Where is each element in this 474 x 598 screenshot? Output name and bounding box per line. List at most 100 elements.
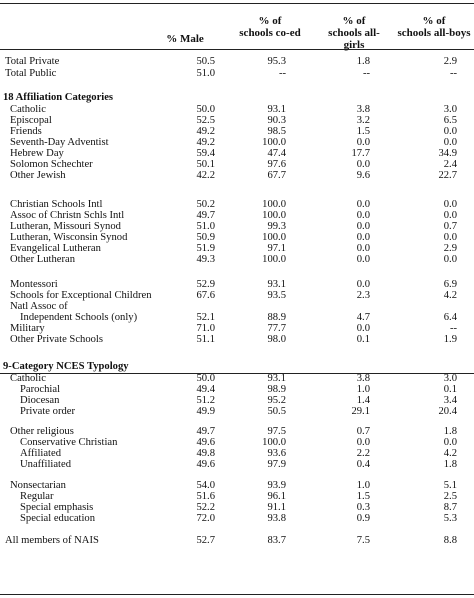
pct-boys-cell: 2.5 <box>443 491 457 502</box>
table-row: Friends 49.2 98.5 1.5 0.0 <box>0 126 474 137</box>
table-row: Seventh-Day Adventist 49.2 100.0 0.0 0.0 <box>0 137 474 148</box>
pct-boys-cell: 5.3 <box>443 513 457 524</box>
table-row: Other Lutheran 49.3 100.0 0.0 0.0 <box>0 254 474 265</box>
pct-boys-cell: -- <box>449 323 457 334</box>
pct-male-cell: 51.9 <box>196 243 215 254</box>
pct-male-cell: 49.2 <box>196 126 215 137</box>
pct-boys-cell: 1.9 <box>443 334 457 345</box>
header-boys-line2: schools all-boys <box>397 27 471 39</box>
pct-male-cell: 51.0 <box>196 68 215 79</box>
row-label: Military <box>10 323 45 334</box>
table-row: Parochial 49.4 98.9 1.0 0.1 <box>0 384 474 395</box>
pct-girls-cell: 1.0 <box>356 384 370 395</box>
pct-male-cell: 72.0 <box>196 513 215 524</box>
pct-coed-cell: 93.1 <box>267 104 286 115</box>
pct-male-cell: 49.9 <box>196 406 215 417</box>
pct-girls-cell: 1.8 <box>356 56 370 67</box>
header-coed-line1: % of <box>258 15 282 27</box>
table-row: Solomon Schechter 50.1 97.6 0.0 2.4 <box>0 159 474 170</box>
table-row: Nonsectarian 54.0 93.9 1.0 5.1 <box>0 480 474 491</box>
pct-male-cell: 49.4 <box>196 384 215 395</box>
pct-male-cell: 49.8 <box>196 448 215 459</box>
pct-boys-cell: 0.0 <box>443 126 457 137</box>
header-rule <box>0 49 474 50</box>
pct-boys-cell: 4.2 <box>443 448 457 459</box>
pct-girls-cell: 1.0 <box>356 480 370 491</box>
pct-coed-cell: 77.7 <box>267 323 286 334</box>
pct-male-cell: 49.2 <box>196 137 215 148</box>
header-male: % Male <box>150 33 220 45</box>
pct-male-cell: 51.0 <box>196 221 215 232</box>
pct-girls-cell: 3.2 <box>356 115 370 126</box>
pct-coed-cell: 100.0 <box>262 199 286 210</box>
row-label: Schools for Exceptional Children <box>10 290 152 301</box>
row-label: Lutheran, Missouri Synod <box>10 221 121 232</box>
pct-girls-cell: 29.1 <box>351 406 370 417</box>
pct-coed-cell: -- <box>278 68 286 79</box>
header-coed-line2: schools co-ed <box>239 27 301 39</box>
pct-male-cell: 51.6 <box>196 491 215 502</box>
table-row: Affiliated 49.8 93.6 2.2 4.2 <box>0 448 474 459</box>
pct-girls-cell: 0.0 <box>356 137 370 148</box>
section-heading: 18 Affiliation Categories <box>3 92 114 103</box>
row-label: Other Lutheran <box>10 254 76 265</box>
pct-boys-cell: 6.5 <box>443 115 457 126</box>
pct-coed-cell: 97.1 <box>267 243 286 254</box>
row-label: Assoc of Christn Schls Intl <box>10 210 125 221</box>
pct-boys-cell: 1.8 <box>443 426 457 437</box>
pct-boys-cell: 0.0 <box>443 437 457 448</box>
pct-boys-cell: 0.0 <box>443 199 457 210</box>
header-boys: % of schools all-boys <box>396 15 472 39</box>
row-label: Affiliated <box>20 448 61 459</box>
pct-coed-cell: 93.8 <box>267 513 286 524</box>
pct-girls-cell: 0.0 <box>356 221 370 232</box>
pct-girls-cell: -- <box>362 68 370 79</box>
pct-girls-cell: 0.3 <box>356 502 370 513</box>
pct-girls-cell: 3.8 <box>356 104 370 115</box>
pct-coed-cell: 95.2 <box>267 395 286 406</box>
section-heading-row: 18 Affiliation Categories <box>0 92 474 103</box>
pct-male-cell: 50.0 <box>196 104 215 115</box>
pct-girls-cell: 0.0 <box>356 243 370 254</box>
pct-male-cell: 50.9 <box>196 232 215 243</box>
row-label: Episcopal <box>10 115 52 126</box>
row-label: All members of NAIS <box>5 535 99 546</box>
pct-girls-cell: 0.4 <box>356 459 370 470</box>
pct-boys-cell: 20.4 <box>438 406 457 417</box>
pct-male-cell: 52.1 <box>196 312 215 323</box>
pct-boys-cell: 5.1 <box>443 480 457 491</box>
section-heading: 9-Category NCES Typology <box>3 361 129 372</box>
table-bottom-rule <box>0 594 474 595</box>
row-label: Diocesan <box>20 395 60 406</box>
pct-boys-cell: 2.9 <box>443 243 457 254</box>
pct-coed-cell: 93.5 <box>267 290 286 301</box>
row-label: Nonsectarian <box>10 480 66 491</box>
pct-coed-cell: 100.0 <box>262 254 286 265</box>
row-label: Independent Schools (only) <box>20 312 138 323</box>
table-row: Catholic 50.0 93.1 3.8 3.0 <box>0 373 474 384</box>
header-girls-line1: % of <box>342 15 366 27</box>
pct-girls-cell: 0.1 <box>356 334 370 345</box>
pct-coed-cell: 95.3 <box>267 56 286 67</box>
header-male-text: % Male <box>166 33 204 45</box>
row-label: Solomon Schechter <box>10 159 93 170</box>
pct-coed-cell: 96.1 <box>267 491 286 502</box>
pct-male-cell: 51.2 <box>196 395 215 406</box>
row-label: Other Private Schools <box>10 334 103 345</box>
row-label: Friends <box>10 126 42 137</box>
header-coed: % of schools co-ed <box>236 15 304 39</box>
pct-male-cell: 49.6 <box>196 459 215 470</box>
row-label: Evangelical Lutheran <box>10 243 101 254</box>
header-boys-line1: % of <box>422 15 446 27</box>
pct-boys-cell: 8.8 <box>443 535 457 546</box>
row-label: Hebrew Day <box>10 148 64 159</box>
pct-male-cell: 50.1 <box>196 159 215 170</box>
table-row: Evangelical Lutheran 51.9 97.1 0.0 2.9 <box>0 243 474 254</box>
pct-male-cell: 49.6 <box>196 437 215 448</box>
row-label: Conservative Christian <box>20 437 118 448</box>
row-label: Total Private <box>5 56 60 67</box>
row-label: Lutheran, Wisconsin Synod <box>10 232 128 243</box>
row-label: Catholic <box>10 373 46 384</box>
pct-coed-cell: 98.5 <box>267 126 286 137</box>
